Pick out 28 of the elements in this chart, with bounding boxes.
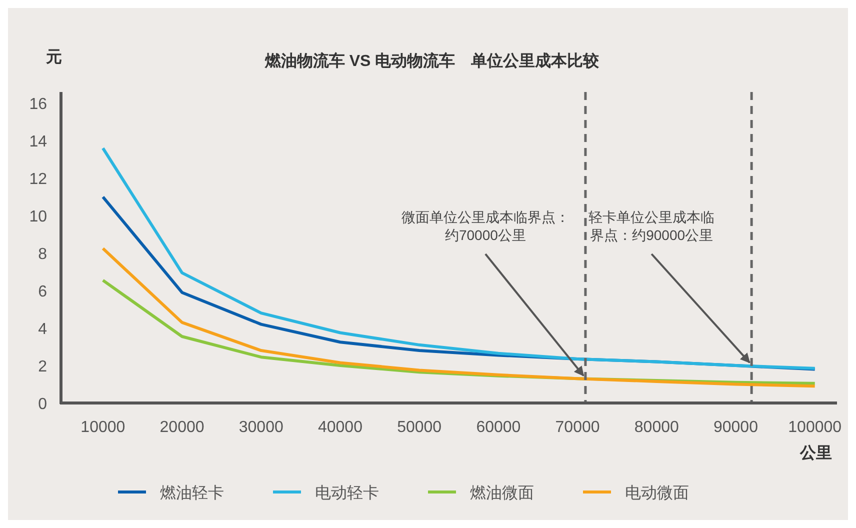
legend-label: 燃油轻卡 <box>160 484 224 502</box>
legend-label: 电动微面 <box>625 484 689 502</box>
legend-label: 燃油微面 <box>470 484 534 502</box>
y-tick-label: 6 <box>38 284 48 301</box>
y-tick-label: 0 <box>38 396 48 413</box>
x-tick-label: 100000 <box>788 419 842 436</box>
x-axis-title: 公里 <box>799 444 832 462</box>
x-tick-label: 70000 <box>555 419 600 436</box>
x-tick-label: 80000 <box>634 419 679 436</box>
y-tick-label: 10 <box>29 208 48 226</box>
chart-title: 燃油物流车 VS 电动物流车 单位公里成本比较 <box>264 51 600 70</box>
y-tick-label: 12 <box>29 171 48 188</box>
x-tick-label: 40000 <box>318 419 363 436</box>
y-tick-label: 4 <box>38 321 48 338</box>
x-tick-label: 30000 <box>238 419 284 436</box>
x-tick-label: 10000 <box>80 419 126 436</box>
x-tick-label: 90000 <box>714 419 758 436</box>
y-tick-label: 2 <box>38 358 48 376</box>
x-tick-label: 20000 <box>160 419 204 436</box>
y-tick-label: 8 <box>38 246 48 264</box>
x-tick-label: 50000 <box>397 419 442 436</box>
y-axis-title: 元 <box>45 49 62 66</box>
x-tick-label: 60000 <box>476 419 521 436</box>
annotation: 轻卡单位公里成本临界点：约90000公里 <box>588 209 715 244</box>
annotation: 微面单位公里成本临界点：约70000公里 <box>401 209 570 244</box>
legend-label: 电动轻卡 <box>315 484 379 502</box>
y-tick-label: 16 <box>29 96 48 114</box>
y-tick-label: 14 <box>29 134 48 151</box>
